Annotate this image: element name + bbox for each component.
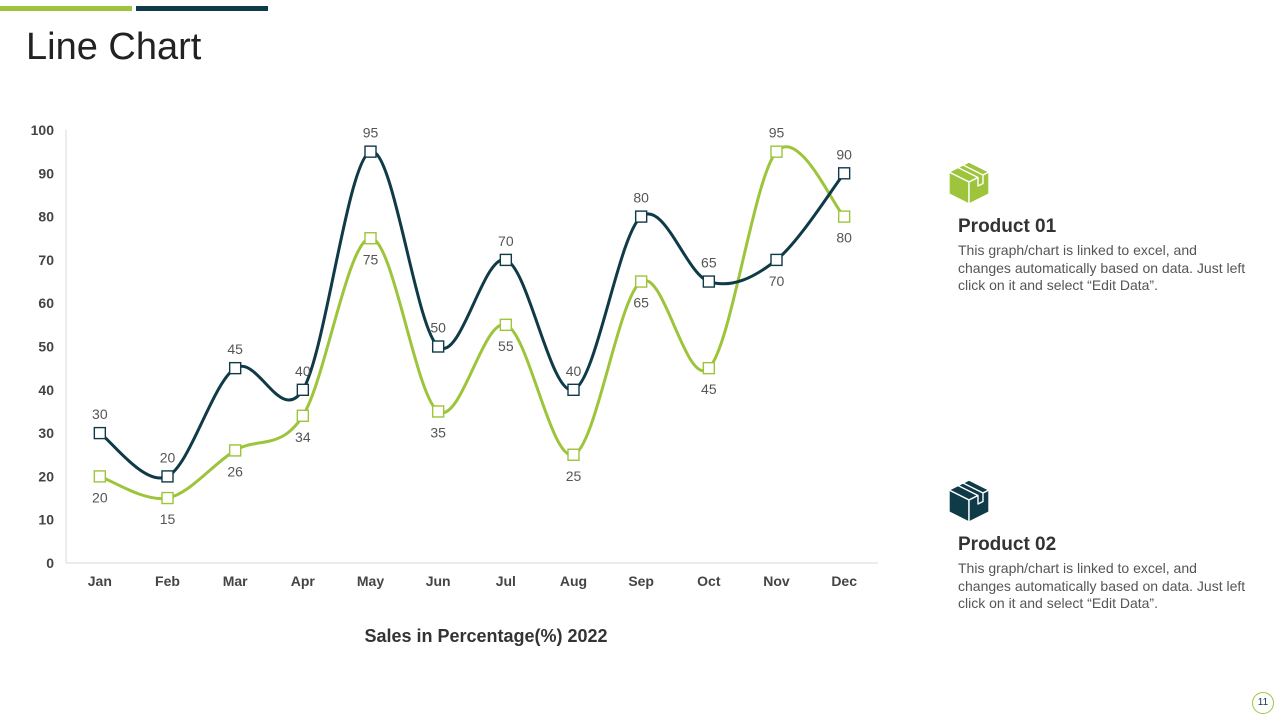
y-tick-label: 90 bbox=[38, 165, 54, 181]
data-point-marker bbox=[770, 253, 783, 267]
x-tick-label: Nov bbox=[763, 573, 790, 589]
data-label: 70 bbox=[498, 233, 514, 249]
data-point-marker bbox=[567, 448, 580, 461]
data-label: 15 bbox=[160, 511, 176, 527]
y-tick-label: 50 bbox=[38, 339, 54, 355]
legend-product-01: Product 01 This graph/chart is linked to… bbox=[946, 160, 1246, 295]
x-tick-label: Dec bbox=[831, 573, 857, 589]
series-line-product-01 bbox=[98, 150, 846, 480]
data-point-marker bbox=[364, 232, 377, 245]
accent-bar-green bbox=[0, 6, 132, 11]
x-tick-label: Jul bbox=[496, 573, 516, 589]
data-label: 95 bbox=[769, 125, 785, 141]
x-axis-title: Sales in Percentage(%) 2022 bbox=[364, 626, 608, 646]
x-tick-label: Jun bbox=[426, 573, 451, 589]
y-tick-label: 0 bbox=[46, 555, 54, 571]
data-label: 30 bbox=[92, 406, 108, 422]
x-tick-label: Mar bbox=[223, 573, 248, 589]
legend-title: Product 02 bbox=[958, 534, 1057, 555]
data-point-marker bbox=[567, 383, 580, 396]
box-icon bbox=[948, 161, 990, 205]
x-tick-label: May bbox=[357, 573, 384, 589]
box-icon bbox=[948, 479, 990, 523]
data-label: 20 bbox=[160, 449, 176, 465]
y-tick-label: 30 bbox=[38, 425, 54, 441]
data-label: 50 bbox=[430, 320, 446, 336]
page-title: Line Chart bbox=[26, 26, 202, 68]
data-label: 65 bbox=[633, 295, 649, 311]
data-label: 95 bbox=[363, 125, 379, 141]
data-point-marker bbox=[93, 470, 107, 483]
x-tick-label: Apr bbox=[291, 573, 316, 589]
series-line-product-02 bbox=[98, 145, 846, 501]
data-point-marker bbox=[93, 426, 107, 440]
x-tick-label: Jan bbox=[88, 573, 112, 589]
data-label: 34 bbox=[295, 429, 311, 445]
data-label: 35 bbox=[430, 424, 446, 440]
data-label: 70 bbox=[769, 273, 785, 289]
x-tick-label: Feb bbox=[155, 573, 180, 589]
data-label: 80 bbox=[836, 230, 852, 246]
data-point-marker bbox=[499, 318, 513, 332]
data-point-marker bbox=[228, 444, 242, 457]
legend-product-02: Product 02 This graph/chart is linked to… bbox=[946, 478, 1246, 613]
data-point-marker bbox=[431, 340, 445, 353]
accent-bar-navy bbox=[136, 6, 268, 11]
data-point-marker bbox=[161, 470, 174, 483]
data-label: 25 bbox=[566, 468, 582, 484]
data-point-marker bbox=[702, 275, 716, 288]
data-point-marker bbox=[296, 383, 310, 396]
data-label: 90 bbox=[836, 146, 852, 162]
data-point-marker bbox=[161, 491, 174, 505]
data-point-marker bbox=[228, 361, 242, 375]
data-label: 26 bbox=[227, 463, 243, 479]
data-point-marker bbox=[634, 210, 648, 223]
data-label: 40 bbox=[295, 363, 311, 379]
y-tick-label: 100 bbox=[31, 122, 55, 138]
page-number: 11 bbox=[1252, 692, 1274, 714]
y-tick-label: 60 bbox=[38, 295, 54, 311]
x-tick-label: Aug bbox=[560, 573, 587, 589]
data-point-marker bbox=[499, 253, 513, 267]
data-label: 65 bbox=[701, 255, 717, 271]
data-point-marker bbox=[837, 167, 851, 180]
data-label: 45 bbox=[701, 381, 717, 397]
y-tick-label: 40 bbox=[38, 382, 54, 398]
data-label: 20 bbox=[92, 489, 108, 505]
x-tick-label: Sep bbox=[628, 573, 654, 589]
data-label: 55 bbox=[498, 338, 514, 354]
data-point-marker bbox=[364, 145, 377, 158]
data-label: 75 bbox=[363, 251, 379, 267]
data-point-marker bbox=[837, 210, 851, 223]
y-tick-label: 80 bbox=[38, 209, 54, 225]
x-tick-label: Oct bbox=[697, 573, 721, 589]
data-point-marker bbox=[431, 405, 445, 418]
data-point-marker bbox=[770, 145, 783, 158]
data-label: 45 bbox=[227, 341, 243, 357]
y-tick-label: 20 bbox=[38, 468, 54, 484]
data-point-marker bbox=[634, 275, 648, 288]
data-label: 80 bbox=[633, 190, 649, 206]
y-tick-label: 10 bbox=[38, 512, 54, 528]
data-point-marker bbox=[702, 361, 716, 375]
legend-description: This graph/chart is linked to excel, and… bbox=[958, 560, 1246, 611]
data-label: 40 bbox=[566, 363, 582, 379]
data-point-marker bbox=[296, 409, 310, 422]
legend-description: This graph/chart is linked to excel, and… bbox=[958, 242, 1246, 293]
legend-title: Product 01 bbox=[958, 216, 1057, 237]
y-tick-label: 70 bbox=[38, 252, 54, 268]
